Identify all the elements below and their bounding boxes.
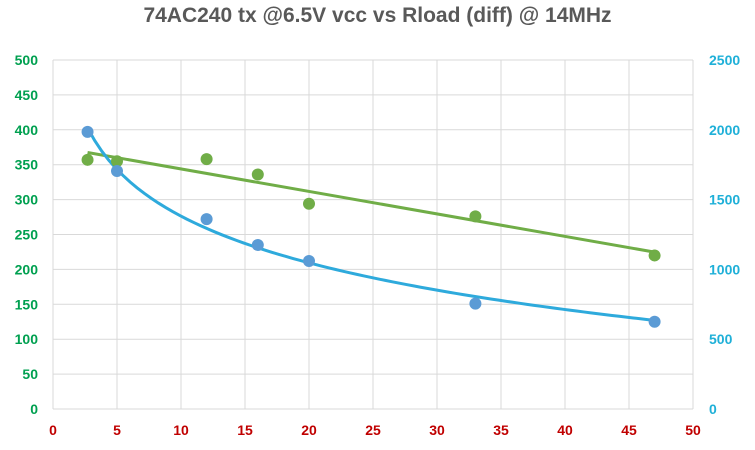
x-tick-label: 25 bbox=[365, 422, 381, 438]
blue-data-point bbox=[303, 255, 315, 268]
x-tick-label: 45 bbox=[621, 422, 637, 438]
blue-data-point bbox=[648, 315, 661, 328]
y-left-tick-label: 250 bbox=[15, 227, 39, 243]
y-right-tick-label: 500 bbox=[709, 331, 733, 347]
x-tick-label: 0 bbox=[49, 422, 57, 438]
x-tick-label: 15 bbox=[237, 422, 253, 438]
green-trendline bbox=[87, 151, 655, 254]
y-left-tick-label: 350 bbox=[15, 157, 39, 173]
green-data-point bbox=[303, 197, 315, 210]
blue-trendline bbox=[86, 127, 655, 322]
y-left-tick-label: 50 bbox=[22, 366, 38, 382]
x-tick-label: 50 bbox=[685, 422, 701, 438]
x-tick-label: 10 bbox=[173, 422, 189, 438]
green-data-point bbox=[251, 168, 264, 181]
blue-data-point bbox=[111, 164, 123, 177]
y-left-tick-label: 150 bbox=[15, 296, 39, 312]
y-right-tick-label: 0 bbox=[709, 401, 717, 417]
x-tick-label: 20 bbox=[301, 422, 317, 438]
x-tick-label: 35 bbox=[493, 422, 509, 438]
y-right-tick-label: 2000 bbox=[709, 122, 740, 138]
y-left-tick-label: 100 bbox=[15, 331, 39, 347]
x-tick-label: 5 bbox=[113, 422, 121, 438]
green-data-point bbox=[648, 249, 661, 262]
y-left-tick-label: 0 bbox=[30, 401, 38, 417]
y-left-tick-label: 400 bbox=[15, 122, 39, 138]
chart-title: 74AC240 tx @6.5V vcc vs Rload (diff) @ 1… bbox=[143, 4, 612, 27]
green-data-point bbox=[81, 153, 94, 166]
blue-data-point bbox=[200, 213, 213, 226]
y-left-tick-label: 300 bbox=[15, 192, 39, 208]
y-right-tick-label: 1500 bbox=[709, 192, 740, 208]
green-data-point bbox=[111, 155, 123, 168]
y-left-tick-label: 200 bbox=[15, 261, 39, 277]
y-right-tick-label: 1000 bbox=[709, 261, 740, 277]
x-tick-label: 40 bbox=[557, 422, 573, 438]
blue-data-point bbox=[251, 238, 264, 251]
x-tick-label: 30 bbox=[429, 422, 445, 438]
blue-data-point bbox=[469, 297, 482, 310]
y-left-tick-label: 500 bbox=[15, 52, 39, 68]
green-data-point bbox=[469, 210, 482, 223]
blue-data-point bbox=[81, 125, 94, 138]
y-left-tick-label: 450 bbox=[15, 87, 39, 103]
green-data-point bbox=[200, 153, 213, 166]
y-right-tick-label: 2500 bbox=[709, 52, 740, 68]
